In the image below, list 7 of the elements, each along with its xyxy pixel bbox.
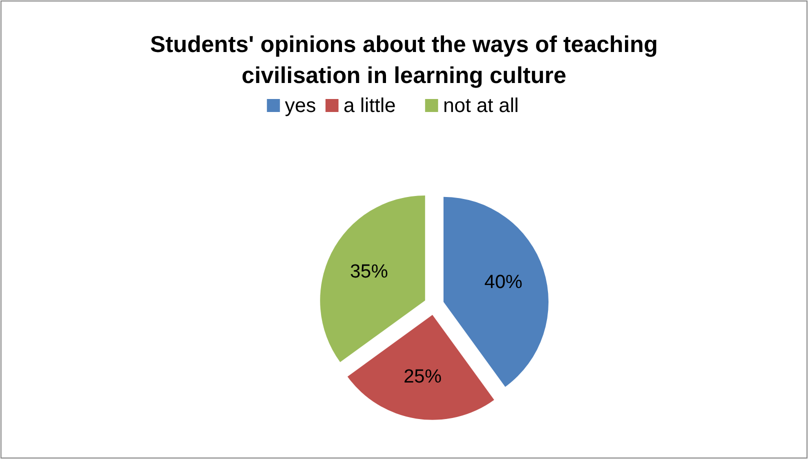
data-label: 25% — [404, 366, 442, 388]
data-label: 35% — [350, 261, 388, 282]
chart-title: Students' opinions about the ways of teaching civilisation in learning culture — [150, 31, 658, 88]
legend-label: yes — [284, 95, 316, 117]
legend-label: not at all — [443, 95, 519, 117]
data-label: 40% — [484, 272, 523, 293]
legend-label: a little — [344, 95, 396, 117]
